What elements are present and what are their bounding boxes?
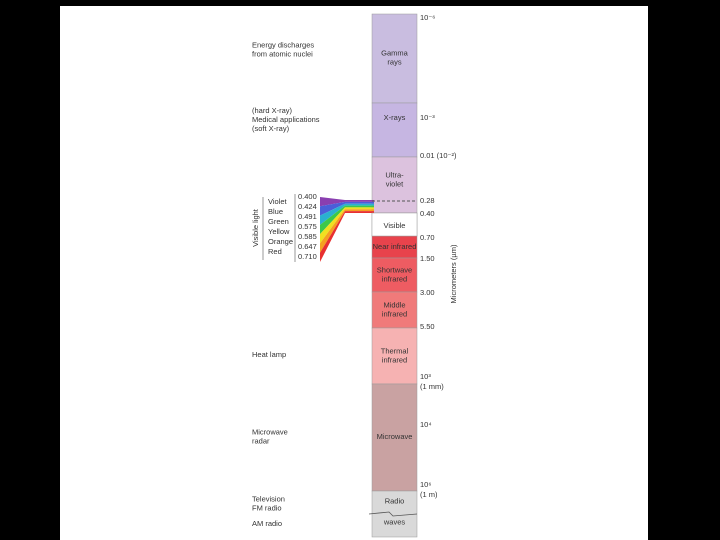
- color-name: Yellow: [268, 227, 290, 236]
- band: [371, 490, 418, 538]
- use-label: radar: [252, 436, 270, 445]
- scale-label: 0.40: [420, 209, 435, 218]
- rainbow-band: [320, 205, 374, 235]
- band-label: Thermal: [381, 346, 409, 355]
- scale-label: 10⁴: [420, 420, 432, 429]
- color-name: Blue: [268, 207, 283, 216]
- use-label: (soft X-ray): [252, 124, 290, 133]
- use-label: Television: [252, 494, 285, 503]
- use-label: Microwave: [252, 427, 288, 436]
- color-value: 0.585: [298, 232, 317, 241]
- band-label: Gamma: [381, 48, 409, 57]
- color-value: 0.647: [298, 242, 317, 251]
- band-label: Ultra-: [385, 170, 404, 179]
- slide-area: [60, 6, 648, 540]
- scale-label: 1.50: [420, 254, 435, 263]
- band-label: infrared: [382, 309, 407, 318]
- rainbow-band: [320, 203, 374, 225]
- use-label: Energy discharges: [252, 40, 314, 49]
- color-name: Green: [268, 217, 289, 226]
- scale-label: 3.00: [420, 288, 435, 297]
- color-value: 0.491: [298, 212, 317, 221]
- scale-label: 10⁻⁶: [420, 13, 435, 22]
- band-label: infrared: [382, 274, 407, 283]
- scale-label: 0.70: [420, 233, 435, 242]
- color-name: Red: [268, 247, 282, 256]
- rainbow-band: [320, 209, 374, 253]
- band: [371, 383, 418, 492]
- band: [371, 156, 418, 214]
- rainbow-band: [320, 197, 374, 207]
- band: [371, 13, 418, 104]
- band: [371, 327, 418, 385]
- axis-label: Micrometers (µm): [449, 244, 458, 303]
- color-name: Orange: [268, 237, 293, 246]
- scale-label: 5.50: [420, 322, 435, 331]
- scale-label: (1 m): [420, 490, 438, 499]
- scale-label: 0.01 (10⁻²): [420, 151, 457, 160]
- use-label: from atomic nuclei: [252, 49, 313, 58]
- band-label: Middle: [383, 300, 405, 309]
- band: [371, 257, 418, 293]
- band-label: waves: [383, 517, 406, 526]
- scale-label: 10³: [420, 372, 431, 381]
- radio-break: [368, 511, 418, 517]
- use-label: Heat lamp: [252, 350, 286, 359]
- color-value: 0.424: [298, 202, 317, 211]
- scale-label: (1 mm): [420, 382, 444, 391]
- use-label: Medical applications: [252, 115, 320, 124]
- band: [371, 291, 418, 329]
- visible-title: Visible light: [251, 208, 260, 247]
- scale-label: 0.28: [420, 196, 435, 205]
- band-label: Shortwave: [377, 265, 412, 274]
- band-label: Near infrared: [373, 242, 417, 251]
- band: [371, 102, 418, 158]
- color-value: 0.400: [298, 192, 317, 201]
- band-label: Microwave: [377, 432, 413, 441]
- scale-label: 10⁶: [420, 480, 431, 489]
- use-label: FM radio: [252, 503, 282, 512]
- band-label: infrared: [382, 355, 407, 364]
- band-label: X-rays: [384, 113, 406, 122]
- scale-label: 10⁻³: [420, 113, 435, 122]
- color-value: 0.710: [298, 252, 317, 261]
- rainbow-band: [320, 207, 374, 244]
- color-value: 0.575: [298, 222, 317, 231]
- rainbow-band: [320, 201, 374, 216]
- band-label: Radio: [385, 496, 405, 505]
- rainbow-band: [320, 211, 374, 262]
- band-label: violet: [386, 179, 404, 188]
- use-label: (hard X-ray): [252, 106, 293, 115]
- band-label: Visible: [384, 221, 406, 230]
- use-label: AM radio: [252, 519, 282, 528]
- visible-cover: [371, 212, 418, 237]
- band-label: rays: [387, 57, 401, 66]
- color-name: Violet: [268, 197, 288, 206]
